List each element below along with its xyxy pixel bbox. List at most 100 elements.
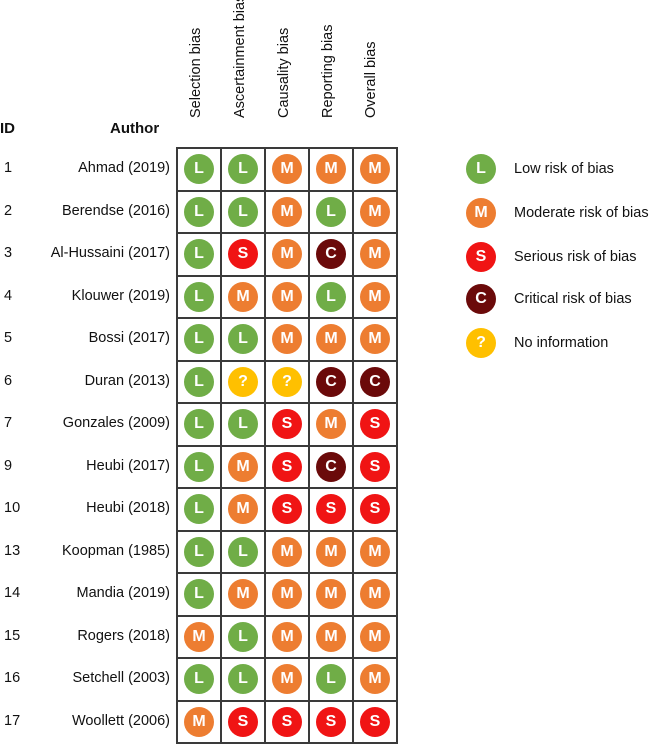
rating-dot: L bbox=[228, 196, 258, 227]
row-id: 15 bbox=[4, 627, 21, 644]
rating-cell: M bbox=[264, 232, 310, 277]
rating-dot: M bbox=[272, 239, 302, 270]
rating-cell: L bbox=[176, 572, 222, 617]
rating-cell: M bbox=[264, 657, 310, 702]
row-id: 10 bbox=[4, 500, 21, 516]
rating-dot: S bbox=[360, 494, 390, 525]
rating-dot: C bbox=[316, 366, 346, 397]
row-id: 17 bbox=[4, 712, 21, 729]
row-author: Ahmad (2019) bbox=[78, 160, 170, 176]
legend-dot: L bbox=[466, 154, 496, 184]
rating-dot: M bbox=[360, 324, 390, 355]
rating-dot: S bbox=[360, 451, 390, 482]
rating-dot: L bbox=[184, 451, 214, 482]
rating-cell: M bbox=[264, 317, 310, 362]
rating-cell: M bbox=[352, 317, 398, 362]
rating-cell: M bbox=[352, 189, 398, 234]
row-id: 14 bbox=[4, 585, 21, 601]
rating-cell: L bbox=[308, 189, 354, 234]
rating-dot: L bbox=[228, 536, 258, 567]
rating-cell: L bbox=[176, 529, 222, 574]
rating-dot: M bbox=[360, 281, 390, 312]
row-id: 9 bbox=[4, 457, 13, 474]
rating-cell: S bbox=[264, 699, 310, 744]
rating-cell: M bbox=[352, 232, 398, 277]
rating-cell: S bbox=[264, 444, 310, 489]
risk-of-bias-grid: L L M M M L L M L M L S M C M L M M L M L L M M M L?? C C L L S M S L M S C S… bbox=[176, 147, 398, 744]
rating-dot: S bbox=[360, 706, 390, 737]
row-author: Setchell (2003) bbox=[72, 670, 170, 686]
table-row: L?? C C bbox=[176, 359, 398, 404]
rating-dot: M bbox=[316, 536, 346, 567]
rating-dot: L bbox=[184, 366, 214, 397]
rating-dot: M bbox=[360, 579, 390, 610]
rating-cell: M bbox=[264, 572, 310, 617]
rating-dot: S bbox=[228, 706, 258, 737]
row-id: 2 bbox=[4, 202, 13, 219]
legend-label: Low risk of bias bbox=[514, 161, 614, 177]
row-id: 1 bbox=[4, 160, 13, 176]
row-id: 3 bbox=[4, 245, 13, 261]
rating-dot: L bbox=[184, 409, 214, 440]
rating-cell: M bbox=[220, 444, 266, 489]
rating-cell: L bbox=[176, 657, 222, 702]
rating-cell: M bbox=[308, 402, 354, 447]
rating-dot: C bbox=[316, 451, 346, 482]
rating-dot: S bbox=[360, 409, 390, 440]
rating-cell: L bbox=[176, 444, 222, 489]
rating-dot: L bbox=[184, 494, 214, 525]
rating-cell: M bbox=[308, 572, 354, 617]
rating-dot: M bbox=[360, 536, 390, 567]
rating-cell: L bbox=[176, 317, 222, 362]
rating-dot: S bbox=[272, 706, 302, 737]
rating-cell: M bbox=[352, 614, 398, 659]
legend-item: C Critical risk of bias bbox=[466, 282, 632, 316]
legend-dot: C bbox=[466, 284, 496, 314]
rating-dot: M bbox=[272, 196, 302, 227]
rating-cell: M bbox=[220, 572, 266, 617]
rating-cell: S bbox=[220, 232, 266, 277]
row-author: Gonzales (2009) bbox=[62, 415, 170, 431]
rating-cell: M bbox=[264, 614, 310, 659]
rating-cell: S bbox=[352, 444, 398, 489]
rating-dot: M bbox=[272, 324, 302, 355]
rating-dot: C bbox=[360, 366, 390, 397]
author-header: Author bbox=[110, 120, 160, 137]
rating-dot: M bbox=[272, 664, 302, 695]
rating-cell: M bbox=[308, 147, 354, 192]
rating-dot: M bbox=[272, 579, 302, 610]
rating-dot: S bbox=[272, 451, 302, 482]
rating-cell: M bbox=[308, 529, 354, 574]
col-header-overall: Overall bias bbox=[363, 41, 379, 118]
row-author: Al-Hussaini (2017) bbox=[50, 245, 170, 261]
rating-cell: L bbox=[220, 529, 266, 574]
rating-cell: M bbox=[220, 274, 266, 319]
rating-cell: M bbox=[352, 274, 398, 319]
rating-cell: L bbox=[176, 147, 222, 192]
rating-dot: M bbox=[360, 154, 390, 185]
rating-dot: ? bbox=[228, 366, 258, 397]
rating-cell: C bbox=[352, 359, 398, 404]
col-header-causality: Causality bias bbox=[276, 27, 292, 118]
rating-dot: L bbox=[316, 281, 346, 312]
legend-dot: ? bbox=[466, 328, 496, 358]
row-id: 16 bbox=[4, 670, 21, 686]
rating-dot: M bbox=[316, 409, 346, 440]
rating-cell: M bbox=[176, 614, 222, 659]
rating-dot: L bbox=[184, 579, 214, 610]
rating-dot: M bbox=[272, 536, 302, 567]
rating-cell: S bbox=[264, 402, 310, 447]
rating-cell: S bbox=[352, 699, 398, 744]
rating-dot: L bbox=[184, 154, 214, 185]
row-id: 4 bbox=[4, 287, 13, 304]
rating-cell: L bbox=[176, 274, 222, 319]
rating-dot: L bbox=[184, 536, 214, 567]
